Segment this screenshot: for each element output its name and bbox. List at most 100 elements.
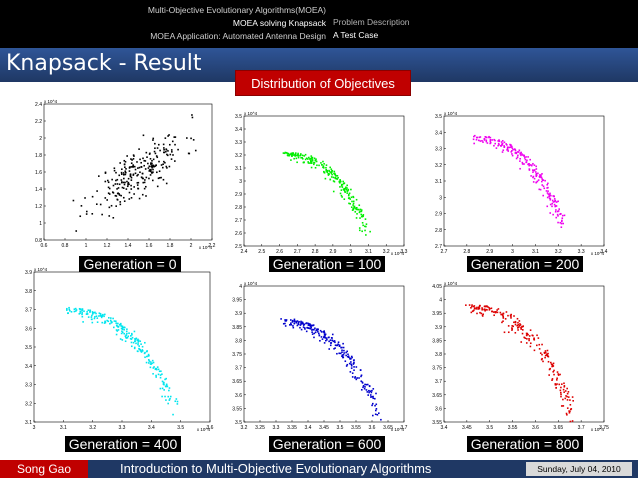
- data-point: [323, 333, 326, 336]
- data-point: [80, 205, 83, 207]
- data-point: [532, 181, 535, 183]
- data-point: [511, 145, 513, 148]
- data-point: [351, 209, 354, 211]
- data-point: [551, 378, 554, 380]
- data-point: [313, 336, 315, 339]
- data-point: [332, 176, 335, 179]
- nav-item-knapsack[interactable]: MOEA solving Knapsack: [232, 18, 326, 28]
- data-point: [566, 399, 569, 401]
- data-point: [506, 144, 508, 146]
- data-point: [130, 184, 132, 187]
- data-point: [518, 324, 521, 327]
- data-point: [85, 210, 88, 213]
- data-point: [155, 155, 158, 157]
- y-tick-label: 3: [239, 179, 242, 185]
- data-point: [117, 322, 119, 325]
- data-point: [155, 368, 158, 371]
- data-point: [106, 179, 109, 182]
- footer-title: Introduction to Multi-Objective Evolutio…: [120, 461, 432, 476]
- data-point: [103, 322, 106, 324]
- data-point: [101, 213, 103, 216]
- data-point: [117, 329, 120, 331]
- data-point: [529, 345, 532, 348]
- data-point: [142, 134, 145, 137]
- data-point: [506, 147, 509, 150]
- data-point: [325, 337, 328, 339]
- data-point: [171, 140, 174, 143]
- data-point: [521, 163, 524, 165]
- nav-item-problem-description[interactable]: Problem Description: [333, 17, 410, 27]
- data-point: [481, 308, 484, 311]
- y-tick-label: 4.05: [432, 284, 442, 290]
- data-point: [300, 321, 302, 324]
- data-point: [501, 313, 504, 316]
- data-point: [336, 352, 338, 355]
- data-point: [83, 310, 85, 313]
- data-point: [364, 218, 367, 220]
- nav-item-moea[interactable]: Multi-Objective Evolutionary Algorithms(…: [147, 5, 326, 15]
- data-point: [318, 332, 320, 335]
- data-point: [325, 339, 327, 342]
- data-point: [307, 161, 309, 163]
- data-point: [104, 180, 107, 183]
- data-point: [513, 321, 515, 324]
- data-point: [314, 327, 316, 330]
- data-point: [304, 328, 306, 330]
- data-point: [95, 203, 98, 205]
- data-point: [306, 326, 309, 329]
- data-point: [125, 188, 128, 190]
- x-tick-label: 3.2: [555, 249, 562, 255]
- data-point: [528, 168, 531, 170]
- data-point: [293, 320, 296, 322]
- data-point: [304, 158, 307, 161]
- data-point: [541, 179, 544, 181]
- data-point: [345, 365, 348, 367]
- data-point: [129, 175, 132, 178]
- x-tick-label: 1.6: [146, 243, 153, 249]
- data-point: [301, 154, 304, 157]
- data-point: [91, 195, 94, 198]
- y-tick-label: 3.7: [435, 379, 442, 385]
- data-point: [338, 345, 341, 347]
- data-point: [293, 318, 296, 321]
- data-point: [323, 342, 326, 344]
- y-tick-label: 3.1: [435, 179, 442, 185]
- data-point: [140, 161, 142, 164]
- data-point: [566, 395, 568, 398]
- nav-item-antenna[interactable]: MOEA Application: Automated Antenna Desi…: [150, 31, 326, 41]
- data-point: [351, 372, 354, 374]
- data-point: [125, 171, 127, 174]
- data-point: [355, 208, 358, 211]
- data-point: [544, 351, 547, 354]
- data-point: [98, 315, 100, 317]
- data-point: [124, 170, 127, 173]
- data-point: [526, 159, 528, 162]
- data-point: [493, 144, 495, 147]
- data-point: [529, 342, 532, 345]
- x-tick-label: 3.6: [532, 425, 539, 431]
- data-point: [326, 169, 329, 172]
- data-point: [351, 356, 353, 359]
- data-point: [484, 136, 487, 138]
- data-point: [541, 353, 543, 356]
- nav-item-test-case[interactable]: A Test Case: [333, 30, 379, 40]
- data-point: [527, 156, 529, 158]
- data-point: [173, 136, 176, 138]
- data-point: [378, 412, 380, 414]
- data-point: [546, 196, 549, 199]
- data-point: [521, 153, 523, 155]
- data-point: [509, 314, 512, 317]
- data-point: [309, 162, 311, 164]
- data-point: [150, 165, 153, 167]
- data-point: [144, 168, 147, 170]
- data-point: [168, 165, 171, 168]
- data-point: [375, 392, 377, 395]
- data-point: [515, 151, 518, 154]
- data-point: [176, 403, 179, 405]
- data-point: [140, 166, 143, 168]
- data-point: [100, 316, 103, 319]
- data-point: [566, 387, 568, 390]
- data-point: [341, 183, 344, 186]
- data-point: [300, 320, 302, 323]
- data-point: [152, 367, 155, 369]
